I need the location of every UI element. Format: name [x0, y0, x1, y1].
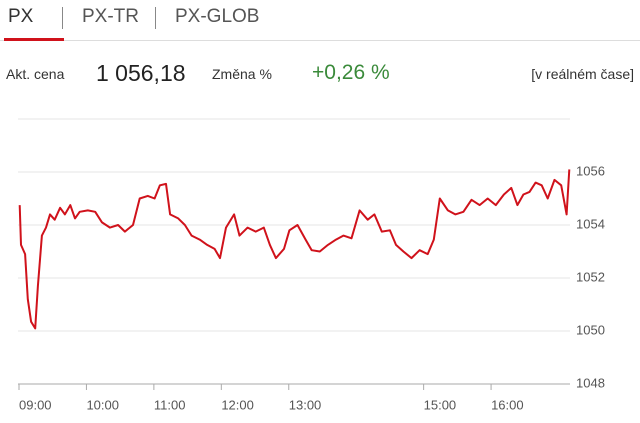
- y-tick-label: 1056: [576, 163, 605, 178]
- tab[interactable]: PX-TR: [82, 6, 139, 27]
- active-tab-indicator: [4, 38, 64, 41]
- y-tick-label: 1054: [576, 216, 605, 231]
- tab-separator: [155, 7, 156, 29]
- tab[interactable]: PX: [8, 6, 34, 27]
- change-label: Změna %: [212, 66, 272, 82]
- x-tick-label: 11:00: [154, 397, 186, 412]
- x-tick-label: 12:00: [221, 397, 254, 412]
- y-tick-label: 1050: [576, 322, 605, 337]
- price-label: Akt. cena: [6, 66, 65, 82]
- x-tick-label: 16:00: [491, 397, 524, 412]
- x-tick-label: 13:00: [289, 397, 322, 412]
- x-tick-label: 09:00: [19, 397, 52, 412]
- price: 1 056,18: [96, 60, 186, 86]
- change: +0,26 %: [312, 61, 390, 84]
- tab-separator: [62, 7, 63, 29]
- price-line: [18, 169, 571, 330]
- tab[interactable]: PX-GLOB: [175, 6, 260, 27]
- x-tick-label: 10:00: [86, 397, 119, 412]
- realtime-mode[interactable]: [v reálném čase]: [531, 66, 634, 82]
- y-tick-label: 1048: [576, 375, 605, 390]
- tab-divider: [0, 40, 640, 41]
- y-tick-label: 1052: [576, 269, 605, 284]
- x-tick-label: 15:00: [424, 397, 457, 412]
